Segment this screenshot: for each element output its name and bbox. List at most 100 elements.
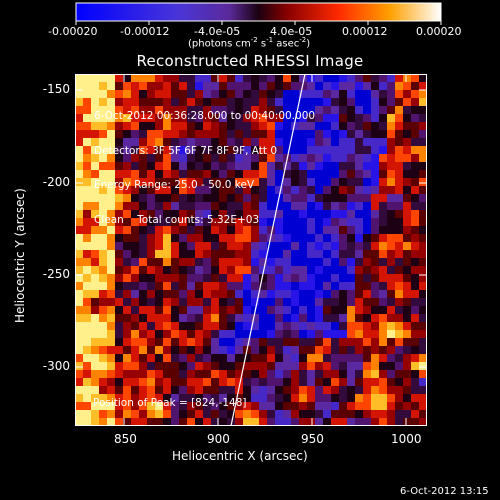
- image-pixel: [163, 162, 172, 171]
- image-pixel: [195, 154, 204, 163]
- image-pixel: [227, 170, 236, 179]
- image-pixel: [299, 306, 308, 315]
- image-pixel: [211, 346, 220, 355]
- image-pixel: [379, 146, 388, 155]
- image-pixel: [291, 162, 300, 171]
- image-pixel: [115, 154, 124, 163]
- observation-info: 6-Oct-2012 00:36:28.000 to 00:40:00.000 …: [94, 88, 315, 238]
- image-pixel: [179, 402, 188, 411]
- image-pixel: [163, 330, 172, 339]
- image-pixel: [203, 258, 212, 267]
- image-pixel: [243, 418, 252, 426]
- image-pixel: [347, 330, 356, 339]
- image-pixel: [307, 370, 316, 379]
- x-tick-label: 1000: [391, 432, 422, 446]
- image-pixel: [123, 106, 132, 115]
- image-pixel: [275, 394, 284, 403]
- image-pixel: [323, 290, 332, 299]
- image-pixel: [155, 394, 164, 403]
- image-pixel: [139, 338, 148, 347]
- image-pixel: [203, 210, 212, 219]
- image-pixel: [259, 370, 268, 379]
- image-pixel: [179, 354, 188, 363]
- image-pixel: [99, 394, 108, 403]
- image-pixel: [363, 338, 372, 347]
- image-pixel: [395, 170, 404, 179]
- image-pixel: [299, 250, 308, 259]
- image-pixel: [227, 82, 236, 91]
- image-pixel: [363, 146, 372, 155]
- image-pixel: [403, 226, 412, 235]
- image-pixel: [99, 146, 108, 155]
- image-pixel: [187, 346, 196, 355]
- image-pixel: [283, 178, 292, 187]
- image-pixel: [331, 82, 340, 91]
- image-pixel: [323, 234, 332, 243]
- image-pixel: [83, 250, 92, 259]
- image-pixel: [123, 362, 132, 371]
- image-pixel: [147, 370, 156, 379]
- image-pixel: [339, 74, 348, 83]
- image-pixel: [211, 202, 220, 211]
- image-pixel: [355, 338, 364, 347]
- image-pixel: [339, 226, 348, 235]
- image-pixel: [235, 298, 244, 307]
- image-pixel: [219, 210, 228, 219]
- image-pixel: [379, 306, 388, 315]
- image-pixel: [307, 226, 316, 235]
- image-pixel: [139, 146, 148, 155]
- image-pixel: [251, 394, 260, 403]
- image-pixel: [147, 106, 156, 115]
- image-pixel: [243, 106, 252, 115]
- image-pixel: [227, 338, 236, 347]
- image-pixel: [203, 410, 212, 419]
- y-tick-label: -250: [42, 267, 70, 281]
- image-pixel: [267, 290, 276, 299]
- image-pixel: [259, 154, 268, 163]
- image-pixel: [355, 378, 364, 387]
- image-pixel: [259, 202, 268, 211]
- image-pixel: [75, 274, 84, 283]
- image-pixel: [139, 242, 148, 251]
- image-pixel: [299, 378, 308, 387]
- image-pixel: [131, 258, 140, 267]
- image-pixel: [131, 306, 140, 315]
- image-pixel: [163, 282, 172, 291]
- image-pixel: [99, 362, 108, 371]
- image-pixel: [179, 154, 188, 163]
- image-pixel: [339, 346, 348, 355]
- image-pixel: [371, 194, 380, 203]
- image-pixel: [147, 330, 156, 339]
- image-pixel: [75, 386, 84, 395]
- image-pixel: [203, 386, 212, 395]
- image-pixel: [291, 370, 300, 379]
- image-pixel: [75, 378, 84, 387]
- image-pixel: [371, 330, 380, 339]
- image-pixel: [355, 314, 364, 323]
- image-pixel: [355, 250, 364, 259]
- image-pixel: [131, 298, 140, 307]
- image-pixel: [163, 218, 172, 227]
- image-pixel: [227, 258, 236, 267]
- image-pixel: [299, 234, 308, 243]
- image-pixel: [147, 226, 156, 235]
- image-pixel: [331, 418, 340, 426]
- image-pixel: [411, 74, 420, 83]
- image-pixel: [187, 146, 196, 155]
- image-pixel: [75, 322, 84, 331]
- image-pixel: [139, 114, 148, 123]
- image-pixel: [107, 210, 116, 219]
- image-pixel: [99, 130, 108, 139]
- image-pixel: [171, 210, 180, 219]
- image-pixel: [131, 338, 140, 347]
- image-pixel: [307, 274, 316, 283]
- image-pixel: [387, 306, 396, 315]
- image-pixel: [99, 298, 108, 307]
- image-pixel: [379, 290, 388, 299]
- image-pixel: [371, 106, 380, 115]
- image-pixel: [363, 122, 372, 131]
- image-pixel: [355, 154, 364, 163]
- image-pixel: [83, 266, 92, 275]
- image-pixel: [323, 346, 332, 355]
- image-pixel: [283, 410, 292, 419]
